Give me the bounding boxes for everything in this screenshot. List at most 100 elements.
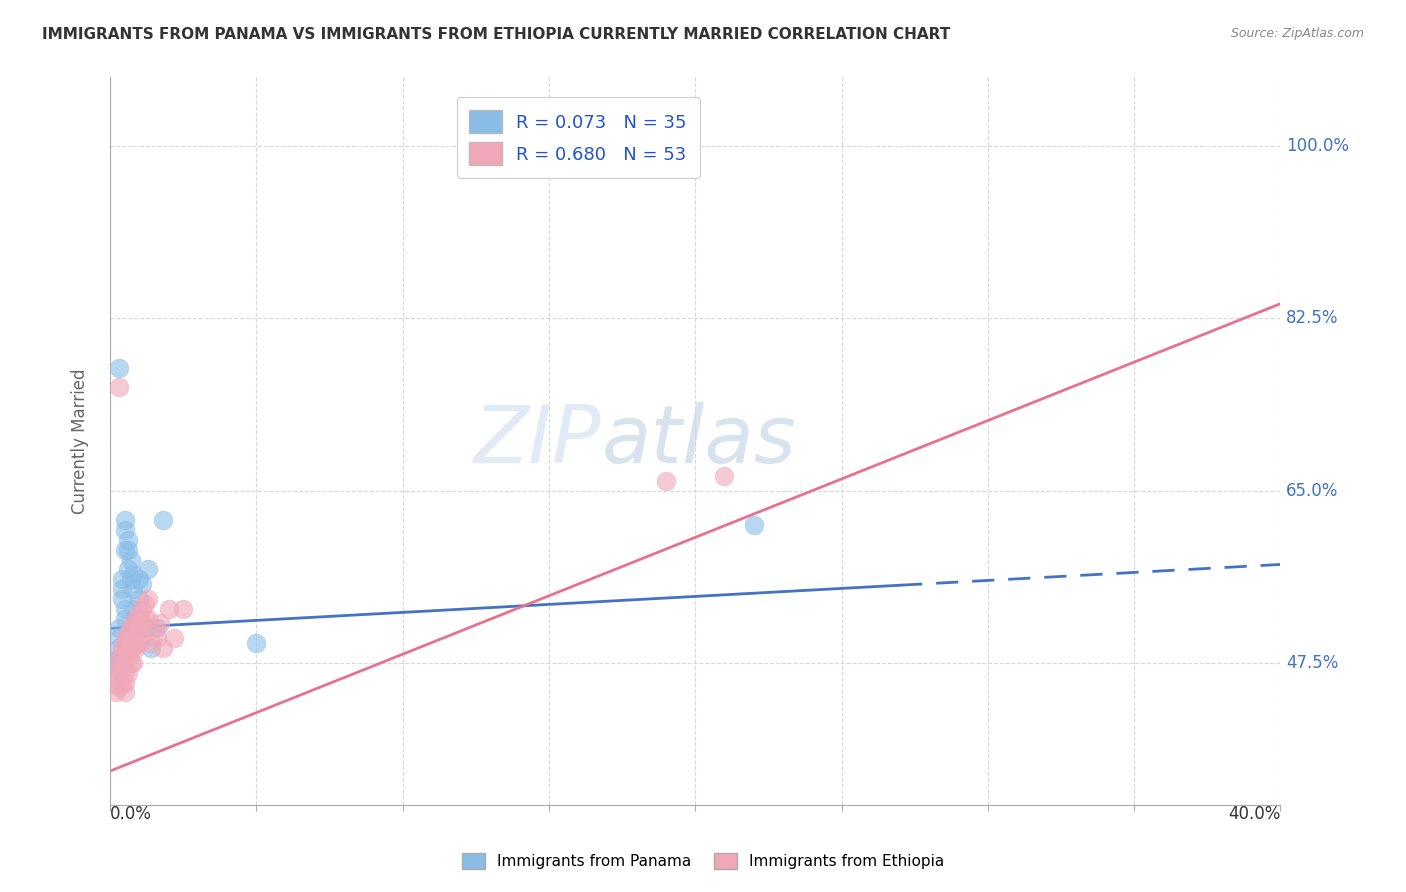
Point	[108, 641, 131, 656]
Point	[128, 621, 150, 635]
Text: IMMIGRANTS FROM PANAMA VS IMMIGRANTS FROM ETHIOPIA CURRENTLY MARRIED CORRELATION: IMMIGRANTS FROM PANAMA VS IMMIGRANTS FRO…	[42, 27, 950, 42]
Text: 0.0%: 0.0%	[110, 805, 152, 823]
Point	[111, 582, 134, 596]
Point	[108, 632, 131, 646]
Point	[152, 641, 174, 656]
Point	[111, 661, 134, 675]
Point	[117, 542, 139, 557]
Legend: Immigrants from Panama, Immigrants from Ethiopia: Immigrants from Panama, Immigrants from …	[456, 847, 950, 875]
Point	[125, 611, 148, 625]
Point	[114, 513, 136, 527]
Point	[117, 533, 139, 547]
Point	[172, 601, 194, 615]
Point	[134, 621, 156, 635]
Point	[131, 601, 153, 615]
Point	[157, 601, 180, 615]
Point	[128, 607, 150, 621]
Point	[713, 469, 735, 483]
Point	[139, 636, 162, 650]
Point	[120, 632, 142, 646]
Point	[117, 651, 139, 665]
Text: 100.0%: 100.0%	[1286, 137, 1350, 155]
Point	[125, 641, 148, 656]
Point	[163, 632, 186, 646]
Point	[128, 636, 150, 650]
Point	[114, 611, 136, 625]
Point	[104, 661, 127, 675]
Point	[139, 641, 162, 656]
Point	[128, 572, 150, 586]
Point	[120, 656, 142, 670]
Point	[125, 611, 148, 625]
Text: atlas: atlas	[602, 402, 796, 481]
Point	[122, 616, 145, 631]
Point	[136, 591, 159, 606]
Point	[104, 656, 127, 670]
Point	[114, 675, 136, 690]
Point	[114, 665, 136, 680]
Point	[122, 601, 145, 615]
Point	[120, 621, 142, 635]
Point	[655, 474, 678, 488]
Point	[122, 632, 145, 646]
Point	[122, 567, 145, 582]
Point	[136, 611, 159, 625]
Point	[111, 651, 134, 665]
Point	[111, 675, 134, 690]
Point	[120, 552, 142, 566]
Y-axis label: Currently Married: Currently Married	[72, 368, 89, 514]
Point	[131, 577, 153, 591]
Point	[152, 513, 174, 527]
Point	[114, 641, 136, 656]
Point	[114, 685, 136, 699]
Point	[108, 380, 131, 394]
Point	[122, 582, 145, 596]
Point	[104, 665, 127, 680]
Point	[108, 651, 131, 665]
Point	[114, 651, 136, 665]
Point	[108, 681, 131, 695]
Point	[125, 626, 148, 640]
Point	[117, 562, 139, 576]
Point	[117, 626, 139, 640]
Point	[108, 621, 131, 635]
Point	[245, 636, 267, 650]
Point	[136, 562, 159, 576]
Point	[114, 601, 136, 615]
Point	[108, 651, 131, 665]
Point	[104, 675, 127, 690]
Point	[104, 685, 127, 699]
Point	[117, 665, 139, 680]
Text: ZIP: ZIP	[474, 402, 602, 481]
Point	[114, 632, 136, 646]
Point	[120, 641, 142, 656]
Point	[134, 597, 156, 611]
Point	[114, 523, 136, 537]
Point	[108, 671, 131, 685]
Point	[131, 632, 153, 646]
Point	[120, 572, 142, 586]
Point	[114, 542, 136, 557]
Point	[108, 661, 131, 675]
Point	[111, 641, 134, 656]
Text: 40.0%: 40.0%	[1227, 805, 1281, 823]
Point	[111, 591, 134, 606]
Point	[117, 641, 139, 656]
Text: 47.5%: 47.5%	[1286, 654, 1339, 672]
Legend: R = 0.073   N = 35, R = 0.680   N = 53: R = 0.073 N = 35, R = 0.680 N = 53	[457, 97, 700, 178]
Point	[742, 518, 765, 533]
Point	[125, 621, 148, 635]
Point	[111, 572, 134, 586]
Point	[128, 591, 150, 606]
Point	[146, 632, 169, 646]
Point	[131, 616, 153, 631]
Point	[149, 616, 172, 631]
Point	[122, 656, 145, 670]
Point	[134, 611, 156, 625]
Text: Source: ZipAtlas.com: Source: ZipAtlas.com	[1230, 27, 1364, 40]
Point	[146, 621, 169, 635]
Text: 65.0%: 65.0%	[1286, 482, 1339, 500]
Text: 82.5%: 82.5%	[1286, 310, 1339, 327]
Point	[108, 360, 131, 375]
Point	[122, 641, 145, 656]
